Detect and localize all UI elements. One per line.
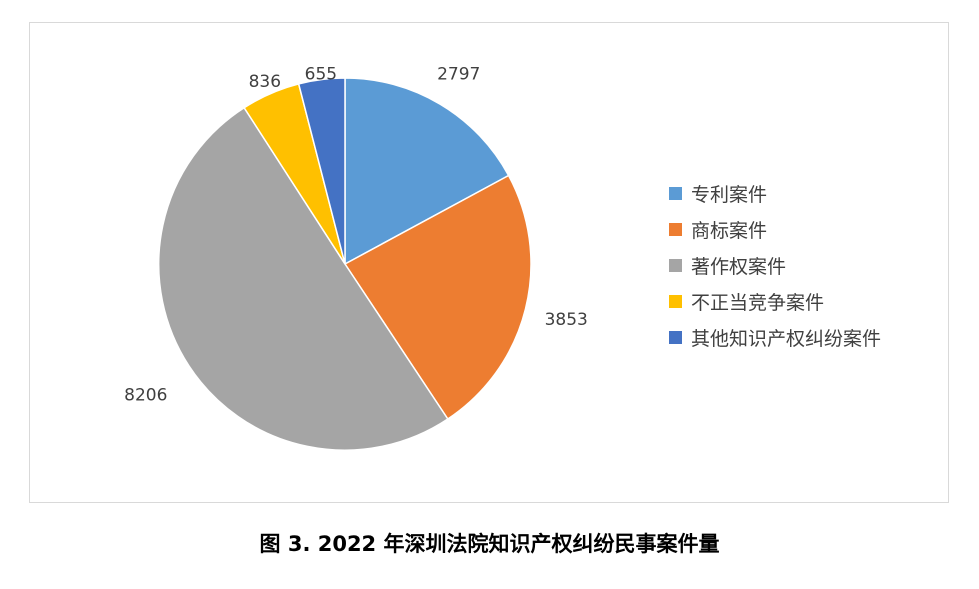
legend-item-trademark: 商标案件 (669, 211, 881, 247)
label-unfair-competition: 836 (249, 72, 281, 92)
legend-swatch (669, 186, 682, 200)
slice-patent (344, 77, 510, 266)
slice-copyright (158, 106, 449, 451)
legend-label: 专利案件 (691, 183, 768, 206)
legend-swatch (669, 222, 682, 236)
legend-item-copyright: 著作权案件 (669, 247, 881, 283)
legend-swatch (669, 294, 682, 308)
legend-label: 商标案件 (691, 219, 768, 242)
pie-data-labels: 2797 3853 8206 836 655 (124, 64, 588, 405)
label-copyright: 8206 (124, 385, 167, 405)
legend-item-patent: 专利案件 (669, 175, 881, 211)
label-other-ip: 655 (305, 65, 337, 85)
legend: 专利案件 商标案件 著作权案件 不正当竞争案件 其他知识产权纠纷案件 (669, 175, 881, 355)
figure-caption: 图 3. 2022 年深圳法院知识产权纠纷民事案件量 (259, 532, 720, 556)
legend-label: 不正当竞争案件 (691, 291, 825, 314)
slice-trademark (343, 174, 532, 421)
legend-item-other-ip: 其他知识产权纠纷案件 (669, 319, 881, 355)
legend-swatch (669, 330, 682, 344)
legend-label: 其他知识产权纠纷案件 (691, 327, 882, 350)
pie-slices (158, 77, 532, 451)
label-trademark: 3853 (545, 310, 588, 330)
slice-other-ip (297, 77, 346, 265)
label-patent: 2797 (437, 64, 480, 84)
legend-swatch (669, 258, 682, 272)
legend-label: 著作权案件 (691, 255, 787, 278)
legend-item-unfair-competition: 不正当竞争案件 (669, 283, 881, 319)
